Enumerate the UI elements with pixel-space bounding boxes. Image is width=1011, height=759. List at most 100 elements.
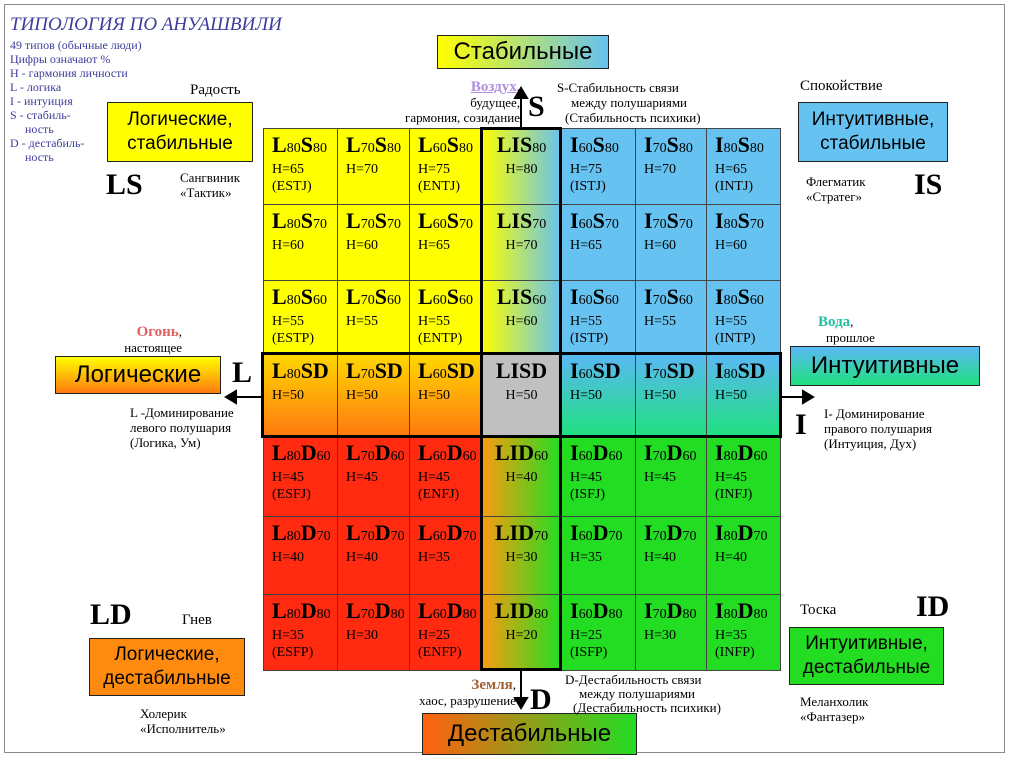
type-code-number: 70 bbox=[360, 293, 375, 308]
type-code-letter: I bbox=[570, 440, 579, 465]
type-code: I80D60 bbox=[715, 441, 780, 469]
type-code-number: 80 bbox=[286, 449, 301, 464]
harmony-value: Н=55 bbox=[715, 314, 748, 329]
type-code-letter: D bbox=[737, 520, 754, 545]
type-code-number: 80 bbox=[678, 141, 693, 156]
type-code-letter: I bbox=[715, 284, 724, 309]
emotion-joy: Радость bbox=[190, 82, 241, 98]
type-code-number: 60 bbox=[432, 607, 447, 622]
band-yellow bbox=[263, 128, 481, 354]
type-cell: I80D70 Н=40 bbox=[706, 516, 781, 595]
type-code-number: 60 bbox=[386, 293, 401, 308]
type-code-letter: S bbox=[300, 132, 313, 157]
type-code-number: 80 bbox=[723, 607, 738, 622]
type-code-letter: D bbox=[666, 598, 683, 623]
type-code-letter: L bbox=[418, 440, 433, 465]
type-code-letter: S bbox=[592, 132, 605, 157]
legend-line: S - стабиль- bbox=[10, 108, 71, 122]
type-cell: L70D60 Н=45 bbox=[337, 436, 410, 517]
temperament-choleric: Холерик «Исполнитель» bbox=[140, 706, 226, 736]
legend-line: Н - гармония личности bbox=[10, 66, 128, 80]
temperament-name: Сангвиник bbox=[180, 170, 241, 185]
type-code-number: 60 bbox=[604, 293, 619, 308]
corner-code-id: ID bbox=[916, 590, 950, 623]
type-code: L70S80 bbox=[346, 133, 409, 161]
type-cell: L60D70 Н=35 bbox=[409, 516, 482, 595]
type-code-number: 70 bbox=[360, 367, 375, 382]
axis-note-line: I- Доминирование bbox=[824, 406, 925, 421]
mbti-code: (ENTJ) bbox=[418, 179, 460, 194]
type-code-letter: L bbox=[272, 358, 287, 383]
emotion-anger: Гнев bbox=[182, 612, 212, 628]
mbti-code: (INTJ) bbox=[715, 179, 754, 194]
element-air: Воздух, будущее, гармония, созидание bbox=[385, 79, 520, 125]
type-cell: L80D60 Н=45 (ESFJ) bbox=[263, 436, 338, 517]
type-cell: I60S80 Н=75 (ISTJ) bbox=[561, 128, 636, 205]
harmony-value: Н=40 bbox=[715, 550, 748, 565]
type-code-number: 60 bbox=[578, 449, 593, 464]
type-code-letter: S bbox=[666, 208, 679, 233]
type-code-letter: LIS bbox=[496, 284, 533, 309]
type-code-number: 60 bbox=[578, 607, 593, 622]
logical-box: Логические bbox=[55, 356, 221, 394]
temperament-role: «Стратег» bbox=[806, 189, 863, 204]
type-code: L70SD bbox=[346, 359, 409, 387]
type-code-number: 70 bbox=[360, 529, 375, 544]
type-cell: I70D70 Н=40 bbox=[635, 516, 707, 595]
corner-box-line: Логические, bbox=[127, 109, 233, 130]
type-code-number: 60 bbox=[578, 141, 593, 156]
harmony-value: Н=60 bbox=[644, 238, 677, 253]
type-code-number: 80 bbox=[604, 141, 619, 156]
type-cell: L70S80 Н=70 bbox=[337, 128, 410, 205]
type-code: I60D60 bbox=[570, 441, 635, 469]
type-code-number: 60 bbox=[462, 449, 477, 464]
harmony-value: Н=50 bbox=[505, 388, 538, 403]
type-code-number: 70 bbox=[458, 217, 473, 232]
type-code-letter: L bbox=[418, 208, 433, 233]
harmony-value: Н=35 bbox=[418, 550, 451, 565]
intuitive-box: Интуитивные bbox=[790, 346, 980, 386]
type-cell: I80S80 Н=65 (INTJ) bbox=[706, 128, 781, 205]
type-code-number: 70 bbox=[652, 293, 667, 308]
legend-line: ность bbox=[10, 122, 54, 136]
type-code-number: 70 bbox=[316, 529, 331, 544]
harmony-value: Н=30 bbox=[644, 628, 677, 643]
type-code: I80S60 bbox=[715, 285, 780, 313]
corner-box-ld: Логические, дестабильные bbox=[89, 638, 245, 696]
type-code-letter: LID bbox=[494, 598, 535, 623]
corner-box-line: стабильные bbox=[820, 133, 926, 154]
type-code-number: 80 bbox=[286, 141, 301, 156]
type-cell: LID70 Н=30 bbox=[481, 516, 562, 595]
axis-note-line: S-Стабильность связи bbox=[557, 80, 679, 95]
type-code: I80D80 bbox=[715, 599, 780, 627]
type-code-number: 60 bbox=[432, 217, 447, 232]
type-code: I80S70 bbox=[715, 209, 780, 237]
arrow-down-head bbox=[513, 697, 529, 710]
type-code: L60D80 bbox=[418, 599, 481, 627]
element-earth: Земля, хаос, разрушение bbox=[380, 677, 516, 708]
type-code-letter: SD bbox=[666, 358, 695, 383]
type-code-letter: D bbox=[300, 520, 317, 545]
harmony-value: Н=50 bbox=[346, 388, 379, 403]
axis-note-d: D-Дестабильность связи между полушариями… bbox=[565, 673, 721, 715]
type-code-number: 60 bbox=[682, 449, 697, 464]
type-code-letter: L bbox=[272, 208, 287, 233]
legend-line: I - интуиция bbox=[10, 94, 73, 108]
harmony-value: Н=75 bbox=[418, 162, 451, 177]
type-code-letter: I bbox=[644, 208, 653, 233]
type-code: I80D70 bbox=[715, 521, 780, 549]
temperament-name: Флегматик bbox=[806, 174, 866, 189]
type-code-letter: D bbox=[374, 520, 391, 545]
type-code: I70SD bbox=[644, 359, 706, 387]
type-code: L80SD bbox=[272, 359, 337, 387]
legend: ТИПОЛОГИЯ ПО АНУАШВИЛИ 49 типов (обычные… bbox=[10, 14, 282, 164]
temperament-name: Меланхолик bbox=[800, 694, 869, 709]
legend-line: ность bbox=[10, 150, 54, 164]
band-destable-center bbox=[481, 436, 561, 670]
mbti-code: (ISTP) bbox=[570, 331, 609, 346]
stable-box: Стабильные bbox=[437, 35, 609, 69]
type-code-letter: D bbox=[446, 440, 463, 465]
type-code-letter: S bbox=[666, 284, 679, 309]
type-code: I60D70 bbox=[570, 521, 635, 549]
type-code-letter: S bbox=[374, 208, 387, 233]
